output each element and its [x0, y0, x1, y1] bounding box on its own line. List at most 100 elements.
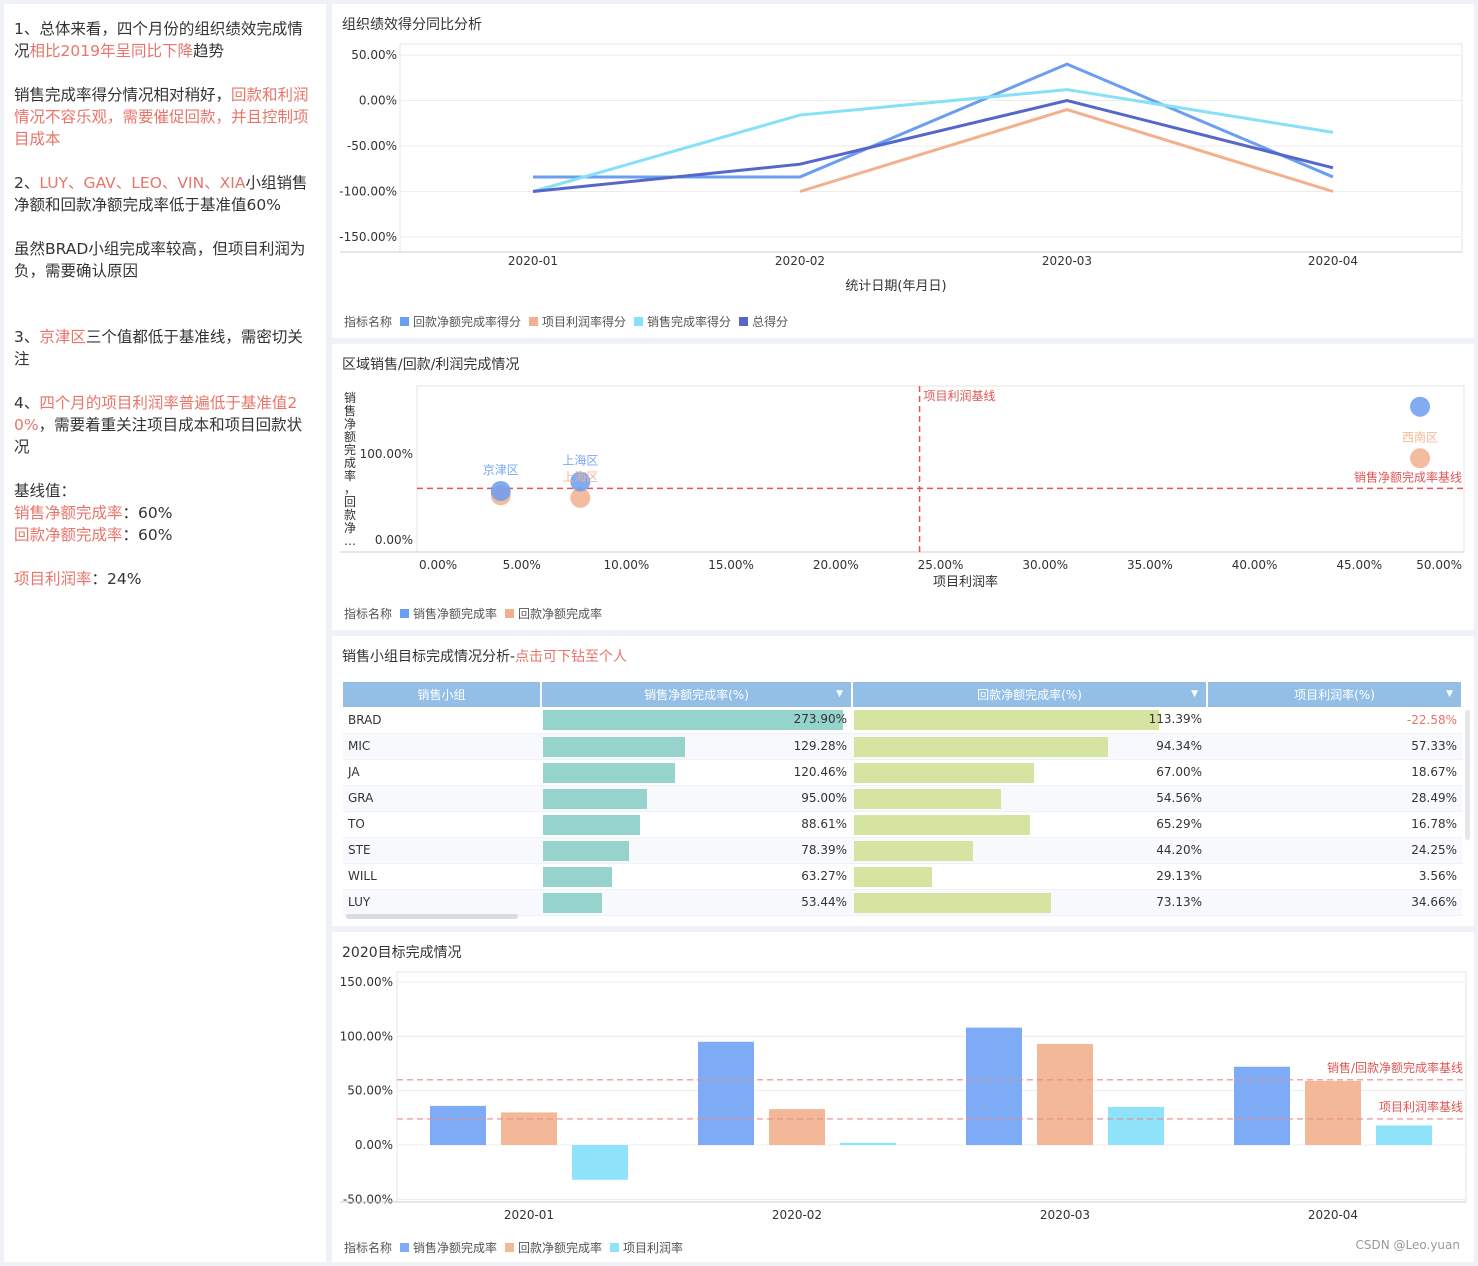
- sales-value: 88.61%: [801, 816, 847, 831]
- cell-group[interactable]: WILL: [343, 863, 541, 890]
- sales-value: 273.90%: [793, 712, 847, 726]
- cell-sales: 63.27%: [541, 863, 852, 890]
- scatter-point: [1410, 396, 1431, 417]
- payment-value: 65.29%: [1156, 816, 1202, 831]
- cell-payment: 113.39%: [852, 707, 1207, 734]
- table-row[interactable]: TO 88.61% 65.29% 16.78%: [343, 811, 1462, 838]
- cell-group[interactable]: STE: [343, 837, 541, 864]
- bar: [769, 1109, 825, 1145]
- cell-payment: 65.29%: [852, 811, 1207, 838]
- y-tick-label: -100.00%: [339, 185, 397, 199]
- y-axis-label: 回: [344, 495, 356, 509]
- legend-item[interactable]: 回款净额完成率: [505, 1239, 602, 1256]
- cell-profit: 18.67%: [1207, 759, 1462, 786]
- table-row[interactable]: BRAD 273.90% 113.39% -22.58%: [343, 707, 1462, 734]
- sales-value: 120.46%: [793, 764, 847, 779]
- legend-label: 项目利润率: [623, 1241, 684, 1255]
- y-axis-label: 率: [344, 468, 356, 483]
- profit-baseline-label: 项目利润基线: [924, 389, 996, 403]
- note-6: 4、四个月的项目利润率普遍低于基准值20%，需要着重关注项目成本和项目回款状况: [14, 394, 303, 456]
- legend-label: 回款净额完成率: [518, 607, 603, 621]
- legend-item[interactable]: 总得分: [739, 313, 788, 330]
- x-tick-label: 25.00%: [918, 558, 964, 572]
- legend-item[interactable]: 回款净额完成率: [505, 605, 602, 622]
- header-sales[interactable]: 销售净额完成率(%) ▼: [541, 682, 853, 707]
- x-tick-label: 2020-02: [775, 254, 825, 268]
- cell-profit: -22.58%: [1207, 707, 1462, 734]
- legend-item[interactable]: 销售完成率得分: [634, 313, 731, 330]
- vertical-scrollbar[interactable]: [1465, 710, 1470, 840]
- x-tick-label: 45.00%: [1336, 558, 1382, 572]
- bar: [1037, 1043, 1093, 1145]
- x-tick-label: 5.00%: [503, 558, 541, 572]
- x-tick-label: 2020-01: [508, 254, 558, 268]
- legend-item[interactable]: 项目利润率得分: [529, 313, 626, 330]
- y-tick-label: 50.00%: [351, 48, 397, 62]
- chart-legend: 指标名称 回款净额完成率得分 项目利润率得分 销售完成率得分 总得分: [344, 313, 788, 330]
- baseline-payment: 回款净额完成率：60%: [14, 526, 173, 544]
- cell-group[interactable]: LUY: [343, 889, 541, 916]
- legend-title: 指标名称: [344, 1241, 393, 1255]
- legend-label: 销售完成率得分: [647, 315, 732, 329]
- x-tick-label: 2020-04: [1308, 1208, 1358, 1222]
- legend-label: 销售净额完成率: [413, 1241, 498, 1255]
- group-table-panel: 销售小组目标完成情况分析-点击可下钻至个人 销售小组 销售净额完成率(%) ▼ 回…: [332, 636, 1474, 926]
- legend-swatch: [400, 317, 410, 326]
- cell-payment: 54.56%: [852, 785, 1207, 812]
- cell-group[interactable]: GRA: [343, 785, 541, 812]
- table-row[interactable]: GRA 95.00% 54.56% 28.49%: [343, 785, 1462, 812]
- y-tick-label: -150.00%: [339, 230, 397, 244]
- note-4: 虽然BRAD小组完成率较高，但项目利润为负，需要确认原因: [14, 240, 306, 280]
- y-axis-label: 成: [344, 456, 356, 470]
- payment-value: 29.13%: [1156, 868, 1202, 883]
- payment-bar: [854, 814, 1030, 835]
- header-group[interactable]: 销售小组: [343, 682, 542, 707]
- region-scatter-panel: 区域销售/回款/利润完成情况 100.00% 0.00% 0.00% 5.00% 10.…: [332, 344, 1474, 630]
- x-axis-label: 统计日期(年月日): [845, 279, 946, 294]
- scatter-point: [1410, 448, 1431, 469]
- sort-icon[interactable]: ▼: [1191, 689, 1198, 699]
- profit-baseline-label: 项目利润率基线: [1379, 1099, 1463, 1114]
- table-row[interactable]: LUY 53.44% 73.13% 34.66%: [343, 889, 1462, 916]
- header-profit[interactable]: 项目利润率(%) ▼: [1207, 682, 1463, 707]
- sales-baseline-label: 销售/回款净额完成率基线: [1327, 1060, 1463, 1075]
- note-3: 2、LUY、GAV、LEO、VIN、XIA小组销售净额和回款净额完成率低于基准值…: [14, 174, 308, 214]
- legend-item[interactable]: 销售净额完成率: [400, 1239, 497, 1256]
- bar: [430, 1105, 486, 1145]
- legend-swatch: [505, 609, 515, 618]
- legend-swatch: [400, 609, 410, 618]
- cell-sales: 53.44%: [541, 889, 852, 916]
- point-label: 上海区: [562, 469, 598, 484]
- legend-item[interactable]: 销售净额完成率: [400, 605, 497, 622]
- y-axis-label: ，: [344, 482, 356, 496]
- bar: [572, 1145, 628, 1180]
- scatter-point: [490, 480, 511, 501]
- legend-title: 指标名称: [344, 315, 393, 329]
- table-row[interactable]: MIC 129.28% 94.34% 57.33%: [343, 733, 1462, 760]
- y-axis-label: 净: [344, 417, 356, 431]
- cell-group[interactable]: JA: [343, 759, 541, 786]
- cell-group[interactable]: BRAD: [343, 707, 541, 734]
- bar: [1376, 1125, 1432, 1145]
- sort-icon[interactable]: ▼: [836, 689, 843, 699]
- cell-group[interactable]: TO: [343, 811, 541, 838]
- x-tick-label: 2020-04: [1308, 254, 1358, 268]
- table-row[interactable]: STE 78.39% 44.20% 24.25%: [343, 837, 1462, 864]
- legend-item[interactable]: 项目利润率: [610, 1239, 683, 1256]
- plot-area: [399, 43, 1463, 253]
- table-row[interactable]: JA 120.46% 67.00% 18.67%: [343, 759, 1462, 786]
- target-bar-chart: 150.00% 100.00% 50.00% 0.00% -50.00% 2020-01 2…: [340, 971, 1467, 1222]
- payment-bar: [854, 840, 973, 861]
- legend-item[interactable]: 回款净额完成率得分: [400, 313, 521, 330]
- sales-value: 53.44%: [801, 894, 847, 909]
- table-row[interactable]: WILL 63.27% 29.13% 3.56%: [343, 863, 1462, 890]
- horizontal-scrollbar[interactable]: [346, 914, 518, 919]
- payment-bar: [854, 866, 933, 887]
- header-payment[interactable]: 回款净额完成率(%) ▼: [852, 682, 1208, 707]
- note-5: 3、京津区三个值都低于基准线，需密切关注: [14, 328, 303, 368]
- cell-group[interactable]: MIC: [343, 733, 541, 760]
- legend-swatch: [610, 1243, 620, 1252]
- y-axis-label: 额: [344, 430, 356, 444]
- series-line: [533, 62, 1334, 179]
- sort-icon[interactable]: ▼: [1446, 689, 1453, 699]
